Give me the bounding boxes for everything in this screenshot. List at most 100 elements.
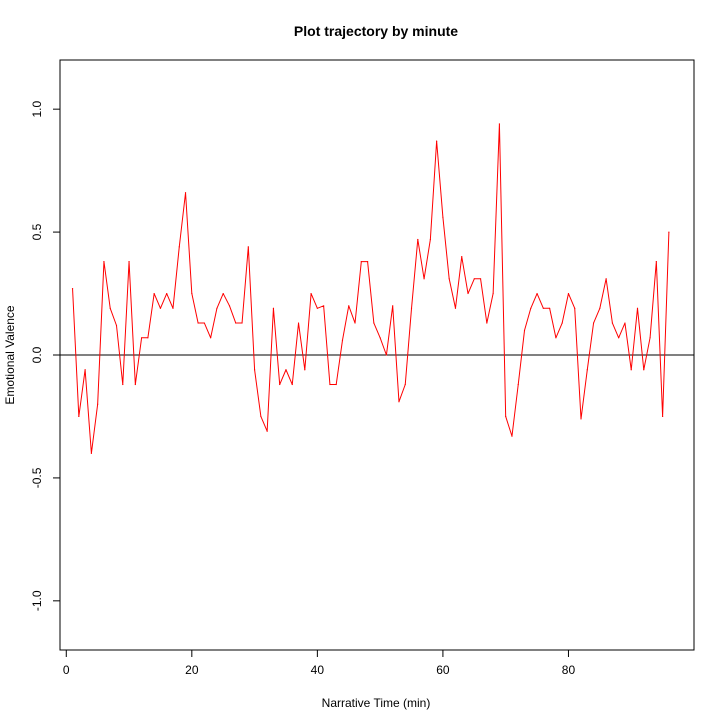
data-point [291,383,293,386]
data-point [379,337,381,339]
data-point [542,307,544,309]
data-point [392,305,394,307]
data-point [649,337,651,339]
data-point [436,140,438,142]
y-tick-label: 1.0 [30,101,44,118]
data-point [429,238,431,241]
data-point [668,231,670,233]
data-point [222,292,224,295]
data-point [78,415,80,418]
data-point [216,307,218,309]
data-point [486,322,488,324]
data-point [247,246,249,248]
data-point [643,369,645,371]
data-point [90,452,92,454]
data-point [624,322,626,324]
data-point [498,123,501,125]
data-point [567,292,570,295]
data-point [360,260,362,263]
data-point [662,415,664,418]
data-point [536,292,538,295]
data-point [479,278,482,280]
data-point [611,322,613,324]
data-point [348,305,350,307]
data-point [128,260,130,263]
x-axis: 0 20 40 60 80 [63,650,576,677]
y-axis-label: Emotional Valence [3,305,17,404]
data-point [630,369,632,371]
data-point [417,238,419,241]
chart-title: Plot trajectory by minute [294,23,458,39]
data-point [442,216,444,218]
data-point [166,292,168,295]
data-point [636,307,639,309]
data-point [172,307,174,309]
x-tick-label: 20 [185,663,199,677]
x-tick-label: 0 [63,663,70,677]
data-point [580,418,582,420]
x-tick-label: 80 [562,663,576,677]
data-point [115,324,118,327]
x-tick-label: 60 [436,663,450,677]
data-point [228,305,231,307]
data-point [354,322,356,324]
data-point [599,307,601,309]
data-point [134,383,136,386]
data-point [323,305,325,307]
data-point [555,337,557,339]
data-point [285,369,287,371]
data-point [467,292,469,295]
data-point [203,322,205,324]
data-point [373,322,375,324]
data-point [297,322,300,324]
data-point [153,292,155,295]
data-point [184,192,187,194]
data-point [574,307,576,309]
data-point [191,292,193,295]
data-point [210,337,212,339]
data-point [235,322,237,324]
data-point [505,415,507,418]
data-point [178,246,180,248]
data-point [549,307,551,309]
series-line [72,123,670,454]
data-point [605,278,607,280]
data-point [253,369,256,371]
data-point [511,435,513,437]
data-point [410,307,413,309]
y-tick-label: -1.0 [30,590,44,611]
data-point [304,369,306,371]
data-point [335,383,337,386]
data-point [341,339,344,341]
data-point [310,292,312,295]
data-point [241,322,243,324]
data-point [122,383,124,386]
data-point [586,369,588,371]
data-point [385,354,388,356]
series-points [71,123,670,454]
data-point [517,383,519,386]
data-point [404,383,406,386]
data-point [423,278,425,280]
y-tick-label: -0.5 [30,467,44,488]
data-point [530,307,532,309]
data-point [448,278,450,280]
data-point [618,337,620,339]
data-point [366,260,369,263]
y-tick-label: 0.0 [30,346,44,363]
x-axis-label: Narrative Time (min) [322,696,431,710]
data-point [260,415,262,418]
data-point [329,383,331,386]
data-point [272,307,275,309]
data-point [492,292,494,295]
data-point [523,329,526,332]
data-point [316,307,318,309]
data-point [561,322,563,324]
y-axis: -1.0 -0.5 0.0 0.5 1.0 [30,101,60,611]
data-point [592,322,595,324]
data-point [141,337,143,339]
y-tick-label: 0.5 [30,223,44,240]
data-point [159,307,162,309]
data-point [398,401,400,403]
